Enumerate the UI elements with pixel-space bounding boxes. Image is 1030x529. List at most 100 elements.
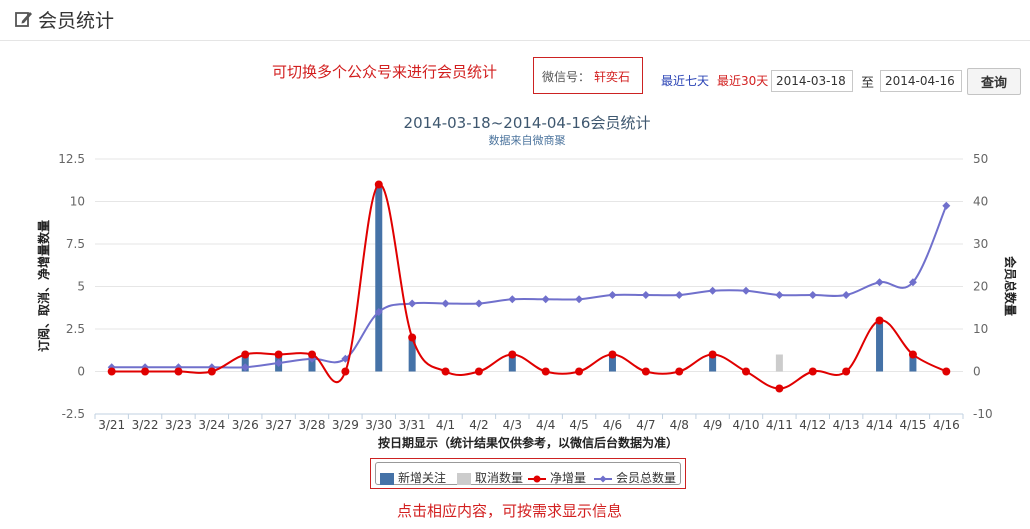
account-selector[interactable]: 微信号： 轩奕石 <box>533 57 643 94</box>
point-net <box>174 367 183 376</box>
point-total <box>441 299 450 308</box>
point-net <box>474 367 483 376</box>
x-tick-label: 3/22 <box>132 418 159 432</box>
query-button[interactable]: 查询 <box>967 68 1021 95</box>
point-net <box>641 367 650 376</box>
x-tick-label: 4/13 <box>833 418 860 432</box>
y2-tick-label: 40 <box>973 195 988 209</box>
bar-new <box>408 337 416 372</box>
x-tick-label: 3/28 <box>299 418 326 432</box>
point-net <box>508 350 517 359</box>
point-net <box>942 367 951 376</box>
y-tick-label: 12.5 <box>58 152 85 166</box>
y-tick-label: 2.5 <box>66 322 85 336</box>
point-total <box>808 291 817 299</box>
point-net <box>107 367 116 376</box>
chart-subtitle: 数据来自微商聚 <box>489 133 566 147</box>
point-net <box>575 367 584 376</box>
point-total <box>641 291 650 299</box>
end-date-input[interactable] <box>880 70 962 92</box>
last-7-days-link[interactable]: 最近七天 <box>661 74 710 88</box>
y2-axis-title: 会员总数量 <box>1003 256 1018 316</box>
x-tick-label: 3/24 <box>198 418 225 432</box>
point-total <box>608 291 617 299</box>
bar-new <box>909 354 917 372</box>
legend-annotation-box: 新增关注 取消数量 净增量 会员总数量 <box>370 458 686 489</box>
bar-new <box>876 320 884 372</box>
point-net <box>675 367 684 376</box>
y-tick-label: 5 <box>77 280 85 294</box>
legend-item-net[interactable]: 净增量 <box>528 469 586 486</box>
x-tick-label: 4/2 <box>469 418 488 432</box>
page-header: 会员统计 <box>0 0 1030 41</box>
chart-title: 2014-03-18~2014-04-16会员统计 <box>404 114 651 132</box>
point-net <box>908 350 917 359</box>
point-total <box>274 359 283 367</box>
x-tick-label: 3/29 <box>332 418 359 432</box>
x-tick-label: 3/30 <box>365 418 392 432</box>
y-tick-label: 10 <box>70 195 85 209</box>
x-tick-label: 4/7 <box>636 418 655 432</box>
point-net <box>842 367 851 376</box>
legend-item-cancel[interactable]: 取消数量 <box>457 469 523 486</box>
point-total <box>474 299 483 308</box>
point-net <box>775 384 784 393</box>
x-tick-label: 4/10 <box>733 418 760 432</box>
start-date-input[interactable] <box>771 70 853 92</box>
point-total <box>775 291 784 299</box>
point-net <box>274 350 283 359</box>
bar-new <box>608 354 616 372</box>
legend-item-total[interactable]: 会员总数量 <box>594 469 676 486</box>
y2-tick-label: 30 <box>973 237 988 251</box>
point-net <box>441 367 450 376</box>
point-total <box>374 308 383 316</box>
x-tick-label: 4/1 <box>436 418 455 432</box>
annotation-legend-hint: 点击相应内容，可按需求显示信息 <box>397 502 623 520</box>
y-tick-label: -2.5 <box>62 407 85 421</box>
x-tick-label: 4/5 <box>569 418 588 432</box>
date-separator: 至 <box>861 76 875 91</box>
point-net <box>241 350 250 359</box>
page-title: 会员统计 <box>38 10 115 32</box>
x-tick-label: 4/11 <box>766 418 793 432</box>
annotation-switch-accounts: 可切换多个公众号来进行会员统计 <box>272 63 498 81</box>
account-label: 微信号： <box>542 70 591 84</box>
x-tick-label: 4/15 <box>899 418 926 432</box>
x-tick-label: 3/21 <box>98 418 125 432</box>
point-total <box>575 295 584 304</box>
x-tick-label: 4/12 <box>799 418 826 432</box>
bar-new <box>375 184 383 372</box>
point-total <box>842 291 851 299</box>
point-net <box>408 333 417 342</box>
y-axis-title: 订阅、取消、净增量数量 <box>36 220 51 352</box>
x-tick-label: 4/4 <box>536 418 555 432</box>
point-total <box>708 286 717 295</box>
point-total <box>541 295 550 304</box>
account-value[interactable]: 轩奕石 <box>594 70 631 84</box>
y2-tick-label: -10 <box>973 407 993 421</box>
edit-icon <box>15 12 32 27</box>
point-net <box>374 180 383 189</box>
legend-item-new[interactable]: 新增关注 <box>380 469 446 486</box>
point-total <box>408 299 417 308</box>
point-total <box>942 201 951 210</box>
point-net <box>808 367 817 376</box>
x-tick-label: 4/3 <box>503 418 522 432</box>
y2-tick-label: 50 <box>973 152 988 166</box>
y2-tick-label: 0 <box>973 365 981 379</box>
point-net <box>742 367 750 376</box>
x-tick-label: 4/16 <box>933 418 960 432</box>
chart-legend: 新增关注 取消数量 净增量 会员总数量 <box>375 462 681 485</box>
point-net <box>341 367 350 376</box>
x-tick-label: 3/23 <box>165 418 192 432</box>
point-total <box>742 286 750 295</box>
x-tick-label: 4/14 <box>866 418 893 432</box>
x-tick-label: 4/6 <box>603 418 622 432</box>
point-net <box>541 367 550 376</box>
y2-tick-label: 10 <box>973 322 988 336</box>
point-total <box>508 295 517 304</box>
bar-new <box>508 354 516 372</box>
bar-new <box>308 354 316 372</box>
last-30-days-link[interactable]: 最近30天 <box>717 74 769 88</box>
line-net <box>111 183 947 390</box>
